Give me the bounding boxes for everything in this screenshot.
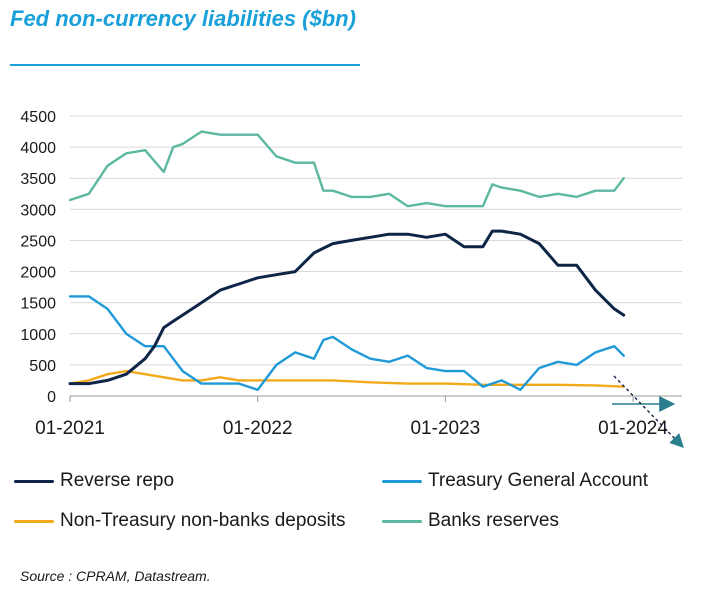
diagonal-arrow — [613, 375, 684, 449]
y-axis-ticks: 0 500 1000 1500 2000 2500 3000 3500 4000 4500 — [20, 109, 56, 406]
y-tick-label: 4500 — [20, 109, 56, 126]
series-line-reverse-repo — [68, 229, 626, 386]
y-tick-label: 4000 — [20, 140, 56, 157]
series-line-non-treasury-non-banks-deposits — [68, 369, 625, 388]
legend-swatch-reverse-repo — [14, 479, 54, 483]
y-tick-label: 1000 — [20, 327, 56, 344]
legend-swatch-non-treasury — [14, 519, 54, 523]
legend-item-banks-reserves[interactable]: Banks reserves — [382, 510, 559, 532]
legend-label-banks-reserves: Banks reserves — [428, 510, 559, 531]
x-tick-label: 01-2022 — [223, 418, 293, 439]
y-tick-label: 3500 — [20, 171, 56, 188]
series-line-banks-reserves — [68, 130, 625, 208]
legend-swatch-tga — [382, 479, 422, 483]
y-tick-label: 2500 — [20, 233, 56, 250]
y-tick-label: 2000 — [20, 265, 56, 282]
y-tick-label: 0 — [47, 389, 56, 406]
trend-arrows — [612, 375, 684, 449]
legend-label-reverse-repo: Reverse repo — [60, 470, 175, 491]
x-tick-label: 01-2024 — [598, 418, 668, 439]
y-tick-label: 3000 — [20, 202, 56, 219]
series-lines — [68, 130, 626, 391]
legend-label-tga: Treasury General Account — [428, 470, 649, 491]
series-line-treasury-general-account — [68, 295, 625, 391]
x-tick-label: 01-2021 — [35, 418, 105, 439]
x-axis-ticks: 01-2021 01-2022 01-2023 01-2024 — [35, 396, 668, 439]
y-tick-label: 500 — [29, 358, 56, 375]
chart-title: Fed non-currency liabilities ($bn) — [10, 6, 356, 31]
grid-lines — [70, 115, 682, 397]
legend-swatch-banks-reserves — [382, 519, 422, 523]
legend-label-non-treasury: Non-Treasury non-banks deposits — [60, 510, 346, 531]
line-chart: 0 500 1000 1500 2000 2500 3000 3500 4000 4500 01-… — [20, 109, 684, 449]
y-tick-label: 1500 — [20, 296, 56, 313]
legend-item-reverse-repo[interactable]: Reverse repo — [14, 470, 174, 492]
legend-item-non-treasury[interactable]: Non-Treasury non-banks deposits — [14, 510, 346, 532]
x-tick-label: 01-2023 — [410, 418, 480, 439]
legend-item-tga[interactable]: Treasury General Account — [382, 470, 648, 492]
source-note: Source : CPRAM, Datastream. — [20, 568, 211, 584]
title-underline — [10, 64, 360, 66]
